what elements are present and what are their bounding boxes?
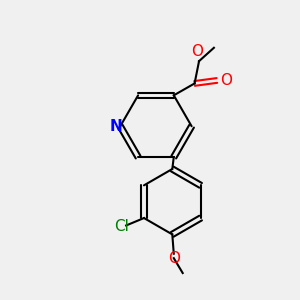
Text: N: N [110, 119, 122, 134]
Text: Cl: Cl [114, 220, 129, 235]
Text: O: O [192, 44, 204, 59]
Text: O: O [220, 73, 232, 88]
Text: O: O [168, 251, 180, 266]
